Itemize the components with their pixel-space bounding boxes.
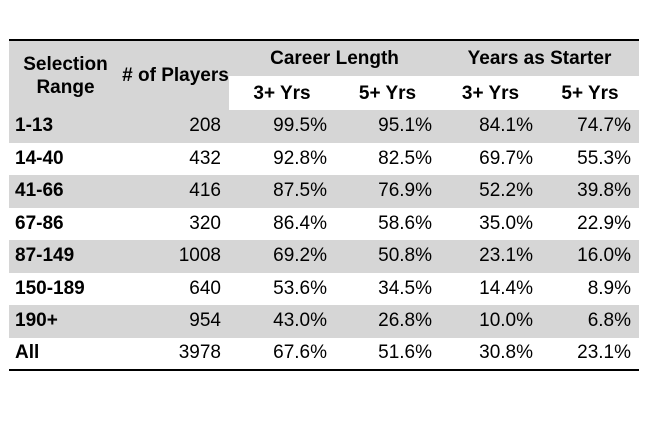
- table-row: 87-149 1008 69.2% 50.8% 23.1% 16.0%: [9, 240, 640, 273]
- cell-career-3-yrs: 43.0%: [229, 305, 335, 338]
- header-career-length: Career Length: [229, 40, 440, 76]
- cell-starter-3-yrs: 10.0%: [440, 305, 541, 338]
- cell-starter-5-yrs: 39.8%: [541, 175, 640, 208]
- cell-career-5-yrs: 58.6%: [335, 207, 440, 240]
- table-row: 67-86 320 86.4% 58.6% 35.0% 22.9%: [9, 207, 640, 240]
- cell-selection-range: 67-86: [9, 207, 122, 240]
- subheader-career-5-yrs: 5+ Yrs: [335, 76, 440, 110]
- cell-selection-range: 41-66: [9, 175, 122, 208]
- cell-starter-5-yrs: 23.1%: [541, 337, 640, 370]
- cell-number-of-players: 432: [122, 142, 229, 175]
- table-body: 1-13 208 99.5% 95.1% 84.1% 74.7% 14-40 432 92.8%…: [9, 110, 640, 370]
- table-header: Selection Range # of Players Career Leng…: [9, 40, 640, 110]
- subheader-starter-5-yrs: 5+ Yrs: [541, 76, 640, 110]
- draft-selection-table-container: Selection Range # of Players Career Leng…: [9, 39, 640, 371]
- table-row: 190+ 954 43.0% 26.8% 10.0% 6.8%: [9, 305, 640, 338]
- cell-starter-5-yrs: 16.0%: [541, 240, 640, 273]
- cell-selection-range: 190+: [9, 305, 122, 338]
- header-selection-range: Selection Range: [9, 40, 122, 110]
- cell-selection-range: All: [9, 337, 122, 370]
- cell-career-5-yrs: 34.5%: [335, 272, 440, 305]
- cell-starter-3-yrs: 14.4%: [440, 272, 541, 305]
- subheader-career-3-yrs: 3+ Yrs: [229, 76, 335, 110]
- cell-selection-range: 150-189: [9, 272, 122, 305]
- cell-starter-3-yrs: 52.2%: [440, 175, 541, 208]
- cell-number-of-players: 320: [122, 207, 229, 240]
- cell-starter-5-yrs: 74.7%: [541, 110, 640, 143]
- cell-starter-3-yrs: 35.0%: [440, 207, 541, 240]
- cell-number-of-players: 640: [122, 272, 229, 305]
- table-row: 1-13 208 99.5% 95.1% 84.1% 74.7%: [9, 110, 640, 143]
- cell-career-3-yrs: 99.5%: [229, 110, 335, 143]
- cell-career-5-yrs: 76.9%: [335, 175, 440, 208]
- cell-number-of-players: 208: [122, 110, 229, 143]
- table-row: 14-40 432 92.8% 82.5% 69.7% 55.3%: [9, 142, 640, 175]
- cell-career-5-yrs: 95.1%: [335, 110, 440, 143]
- cell-career-3-yrs: 53.6%: [229, 272, 335, 305]
- cell-starter-5-yrs: 8.9%: [541, 272, 640, 305]
- header-number-of-players: # of Players: [122, 40, 229, 110]
- cell-starter-3-yrs: 84.1%: [440, 110, 541, 143]
- cell-starter-3-yrs: 69.7%: [440, 142, 541, 175]
- cell-career-3-yrs: 86.4%: [229, 207, 335, 240]
- cell-career-5-yrs: 26.8%: [335, 305, 440, 338]
- cell-number-of-players: 3978: [122, 337, 229, 370]
- cell-career-3-yrs: 69.2%: [229, 240, 335, 273]
- table-row: 41-66 416 87.5% 76.9% 52.2% 39.8%: [9, 175, 640, 208]
- table-row: 150-189 640 53.6% 34.5% 14.4% 8.9%: [9, 272, 640, 305]
- cell-selection-range: 87-149: [9, 240, 122, 273]
- cell-career-5-yrs: 82.5%: [335, 142, 440, 175]
- cell-starter-5-yrs: 6.8%: [541, 305, 640, 338]
- cell-number-of-players: 1008: [122, 240, 229, 273]
- subheader-starter-3-yrs: 3+ Yrs: [440, 76, 541, 110]
- draft-selection-table: Selection Range # of Players Career Leng…: [9, 39, 640, 371]
- cell-career-3-yrs: 87.5%: [229, 175, 335, 208]
- cell-career-5-yrs: 51.6%: [335, 337, 440, 370]
- header-years-as-starter: Years as Starter: [440, 40, 640, 76]
- cell-career-5-yrs: 50.8%: [335, 240, 440, 273]
- header-row-top: Selection Range # of Players Career Leng…: [9, 40, 640, 110]
- cell-starter-3-yrs: 23.1%: [440, 240, 541, 273]
- cell-career-3-yrs: 67.6%: [229, 337, 335, 370]
- header-row-sub: 3+ Yrs 5+ Yrs 3+ Yrs 5+ Yrs: [9, 76, 640, 110]
- cell-starter-3-yrs: 30.8%: [440, 337, 541, 370]
- cell-number-of-players: 954: [122, 305, 229, 338]
- cell-starter-5-yrs: 22.9%: [541, 207, 640, 240]
- table-row: All 3978 67.6% 51.6% 30.8% 23.1%: [9, 337, 640, 370]
- cell-starter-5-yrs: 55.3%: [541, 142, 640, 175]
- cell-number-of-players: 416: [122, 175, 229, 208]
- cell-career-3-yrs: 92.8%: [229, 142, 335, 175]
- cell-selection-range: 1-13: [9, 110, 122, 143]
- cell-selection-range: 14-40: [9, 142, 122, 175]
